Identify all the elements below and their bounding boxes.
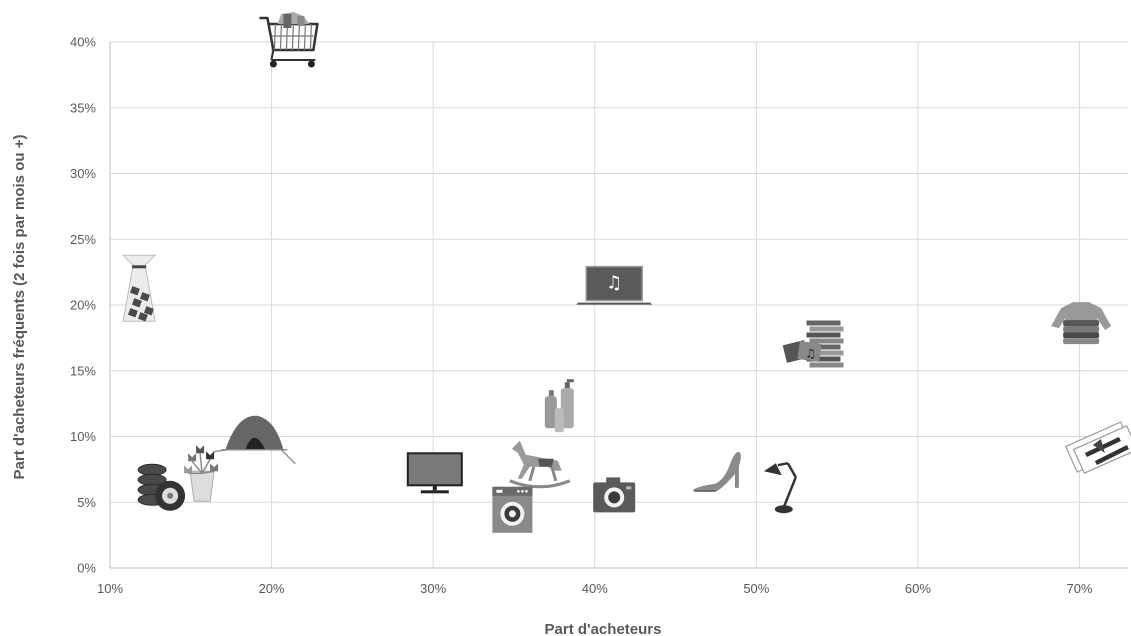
y-tick-label: 5% [77, 495, 96, 510]
laptop-music-icon: ♫ [576, 265, 653, 305]
x-tick-label: 70% [1067, 581, 1093, 596]
camera-icon [593, 477, 636, 513]
shopping-cart-icon [259, 12, 319, 68]
x-tick-label: 30% [420, 581, 446, 596]
tent-icon [213, 415, 296, 465]
x-tick-label: 60% [905, 581, 931, 596]
y-tick-label: 0% [77, 561, 96, 576]
y-axis-title: Part d'acheteurs fréquents (2 fois par m… [11, 135, 28, 480]
y-tick-label: 30% [70, 166, 96, 181]
svg-text:♫: ♫ [606, 273, 622, 294]
clothing-pile-icon [1051, 302, 1112, 345]
rocking-horse-icon [509, 440, 571, 489]
points-layer: ♫♫ [121, 12, 1131, 533]
cosmetics-bottles-icon [544, 379, 574, 433]
washing-machine-icon [492, 486, 533, 533]
y-tick-label: 15% [70, 363, 96, 378]
x-tick-label: 10% [97, 581, 123, 596]
plane-tickets-icon [1065, 421, 1131, 474]
y-tick-label: 35% [70, 100, 96, 115]
x-tick-label: 40% [582, 581, 608, 596]
y-tick-label: 20% [70, 298, 96, 313]
candy-bag-icon [121, 254, 157, 322]
desk-lamp-icon [763, 461, 797, 514]
y-tick-label: 40% [70, 35, 96, 50]
y-tick-label: 25% [70, 232, 96, 247]
high-heel-shoe-icon [692, 451, 741, 492]
x-axis-title: Part d'acheteurs [545, 621, 662, 636]
x-tick-label: 20% [259, 581, 285, 596]
svg-text:♫: ♫ [805, 347, 816, 361]
television-icon [406, 452, 463, 494]
axis-layer: 0% 5% 10% 15% 20% 25% 30% 35% 40% 10% 20% 30% 40% 50%… [70, 35, 1128, 596]
books-music-icon: ♫ [782, 320, 844, 368]
y-tick-label: 10% [70, 429, 96, 444]
flowers-icon [184, 445, 219, 502]
tires-icon [137, 463, 186, 511]
x-tick-label: 50% [743, 581, 769, 596]
